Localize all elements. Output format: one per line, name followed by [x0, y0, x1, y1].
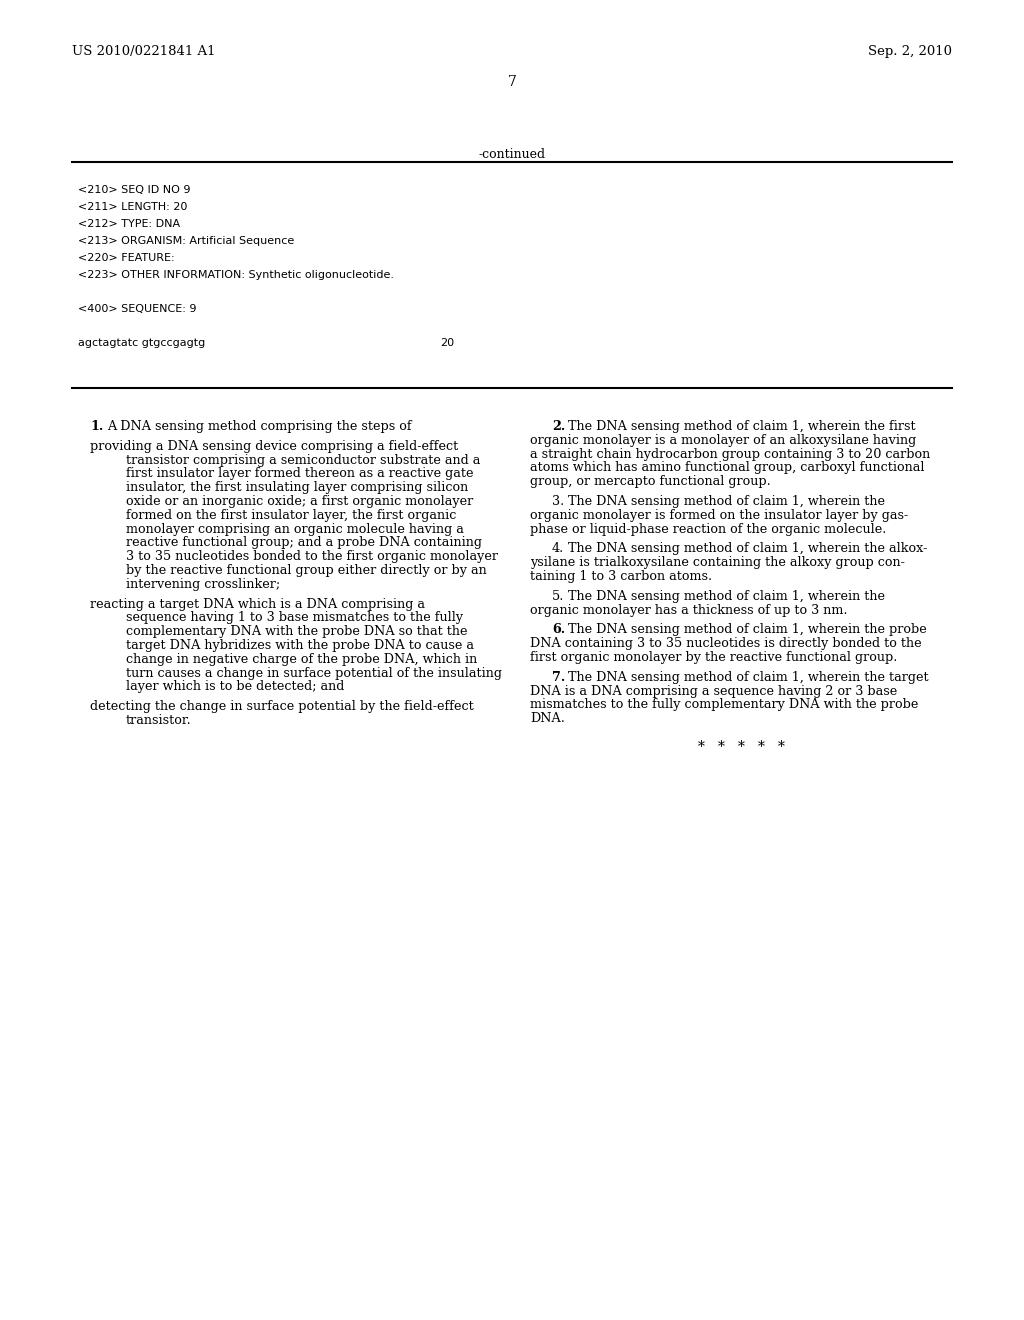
Text: mismatches to the fully complementary DNA with the probe: mismatches to the fully complementary DN… [530, 698, 919, 711]
Text: phase or liquid-phase reaction of the organic molecule.: phase or liquid-phase reaction of the or… [530, 523, 887, 536]
Text: <212> TYPE: DNA: <212> TYPE: DNA [78, 219, 180, 228]
Text: change in negative charge of the probe DNA, which in: change in negative charge of the probe D… [126, 653, 477, 665]
Text: The DNA sensing method of claim 1, wherein the: The DNA sensing method of claim 1, where… [564, 590, 885, 603]
Text: The DNA sensing method of claim 1, wherein the alkox-: The DNA sensing method of claim 1, where… [564, 543, 928, 556]
Text: 5.: 5. [552, 590, 564, 603]
Text: 1.: 1. [90, 420, 103, 433]
Text: Sep. 2, 2010: Sep. 2, 2010 [868, 45, 952, 58]
Text: by the reactive functional group either directly or by an: by the reactive functional group either … [126, 564, 486, 577]
Text: <220> FEATURE:: <220> FEATURE: [78, 253, 175, 263]
Text: 20: 20 [440, 338, 454, 348]
Text: transistor comprising a semiconductor substrate and a: transistor comprising a semiconductor su… [126, 454, 480, 466]
Text: organic monolayer has a thickness of up to 3 nm.: organic monolayer has a thickness of up … [530, 603, 848, 616]
Text: DNA containing 3 to 35 nucleotides is directly bonded to the: DNA containing 3 to 35 nucleotides is di… [530, 638, 922, 651]
Text: 6.: 6. [552, 623, 565, 636]
Text: insulator, the first insulating layer comprising silicon: insulator, the first insulating layer co… [126, 482, 468, 494]
Text: A DNA sensing method comprising the steps of: A DNA sensing method comprising the step… [106, 420, 412, 433]
Text: monolayer comprising an organic molecule having a: monolayer comprising an organic molecule… [126, 523, 464, 536]
Text: <223> OTHER INFORMATION: Synthetic oligonucleotide.: <223> OTHER INFORMATION: Synthetic oligo… [78, 271, 394, 280]
Text: *   *   *   *   *: * * * * * [697, 741, 784, 754]
Text: 2.: 2. [552, 420, 565, 433]
Text: ysilane is trialkoxysilane containing the alkoxy group con-: ysilane is trialkoxysilane containing th… [530, 556, 905, 569]
Text: providing a DNA sensing device comprising a field-effect: providing a DNA sensing device comprisin… [90, 440, 459, 453]
Text: <400> SEQUENCE: 9: <400> SEQUENCE: 9 [78, 304, 197, 314]
Text: turn causes a change in surface potential of the insulating: turn causes a change in surface potentia… [126, 667, 502, 680]
Text: atoms which has amino functional group, carboxyl functional: atoms which has amino functional group, … [530, 462, 925, 474]
Text: first insulator layer formed thereon as a reactive gate: first insulator layer formed thereon as … [126, 467, 473, 480]
Text: intervening crosslinker;: intervening crosslinker; [126, 578, 281, 591]
Text: organic monolayer is a monolayer of an alkoxysilane having: organic monolayer is a monolayer of an a… [530, 434, 916, 446]
Text: 7: 7 [508, 75, 516, 88]
Text: first organic monolayer by the reactive functional group.: first organic monolayer by the reactive … [530, 651, 897, 664]
Text: transistor.: transistor. [126, 714, 191, 727]
Text: 4.: 4. [552, 543, 564, 556]
Text: US 2010/0221841 A1: US 2010/0221841 A1 [72, 45, 215, 58]
Text: agctagtatc gtgccgagtg: agctagtatc gtgccgagtg [78, 338, 205, 348]
Text: 7.: 7. [552, 671, 565, 684]
Text: 3 to 35 nucleotides bonded to the first organic monolayer: 3 to 35 nucleotides bonded to the first … [126, 550, 498, 564]
Text: <211> LENGTH: 20: <211> LENGTH: 20 [78, 202, 187, 213]
Text: complementary DNA with the probe DNA so that the: complementary DNA with the probe DNA so … [126, 626, 468, 638]
Text: reactive functional group; and a probe DNA containing: reactive functional group; and a probe D… [126, 536, 482, 549]
Text: layer which is to be detected; and: layer which is to be detected; and [126, 680, 344, 693]
Text: group, or mercapto functional group.: group, or mercapto functional group. [530, 475, 771, 488]
Text: DNA is a DNA comprising a sequence having 2 or 3 base: DNA is a DNA comprising a sequence havin… [530, 685, 897, 697]
Text: The DNA sensing method of claim 1, wherein the: The DNA sensing method of claim 1, where… [564, 495, 885, 508]
Text: taining 1 to 3 carbon atoms.: taining 1 to 3 carbon atoms. [530, 570, 712, 583]
Text: DNA.: DNA. [530, 713, 565, 725]
Text: The DNA sensing method of claim 1, wherein the target: The DNA sensing method of claim 1, where… [564, 671, 929, 684]
Text: <213> ORGANISM: Artificial Sequence: <213> ORGANISM: Artificial Sequence [78, 236, 294, 246]
Text: detecting the change in surface potential by the field-effect: detecting the change in surface potentia… [90, 700, 474, 713]
Text: a straight chain hydrocarbon group containing 3 to 20 carbon: a straight chain hydrocarbon group conta… [530, 447, 930, 461]
Text: <210> SEQ ID NO 9: <210> SEQ ID NO 9 [78, 185, 190, 195]
Text: The DNA sensing method of claim 1, wherein the probe: The DNA sensing method of claim 1, where… [564, 623, 927, 636]
Text: reacting a target DNA which is a DNA comprising a: reacting a target DNA which is a DNA com… [90, 598, 425, 611]
Text: formed on the first insulator layer, the first organic: formed on the first insulator layer, the… [126, 508, 457, 521]
Text: oxide or an inorganic oxide; a first organic monolayer: oxide or an inorganic oxide; a first org… [126, 495, 473, 508]
Text: organic monolayer is formed on the insulator layer by gas-: organic monolayer is formed on the insul… [530, 508, 908, 521]
Text: 3.: 3. [552, 495, 564, 508]
Text: -continued: -continued [478, 148, 546, 161]
Text: sequence having 1 to 3 base mismatches to the fully: sequence having 1 to 3 base mismatches t… [126, 611, 463, 624]
Text: The DNA sensing method of claim 1, wherein the first: The DNA sensing method of claim 1, where… [564, 420, 915, 433]
Text: target DNA hybridizes with the probe DNA to cause a: target DNA hybridizes with the probe DNA… [126, 639, 474, 652]
